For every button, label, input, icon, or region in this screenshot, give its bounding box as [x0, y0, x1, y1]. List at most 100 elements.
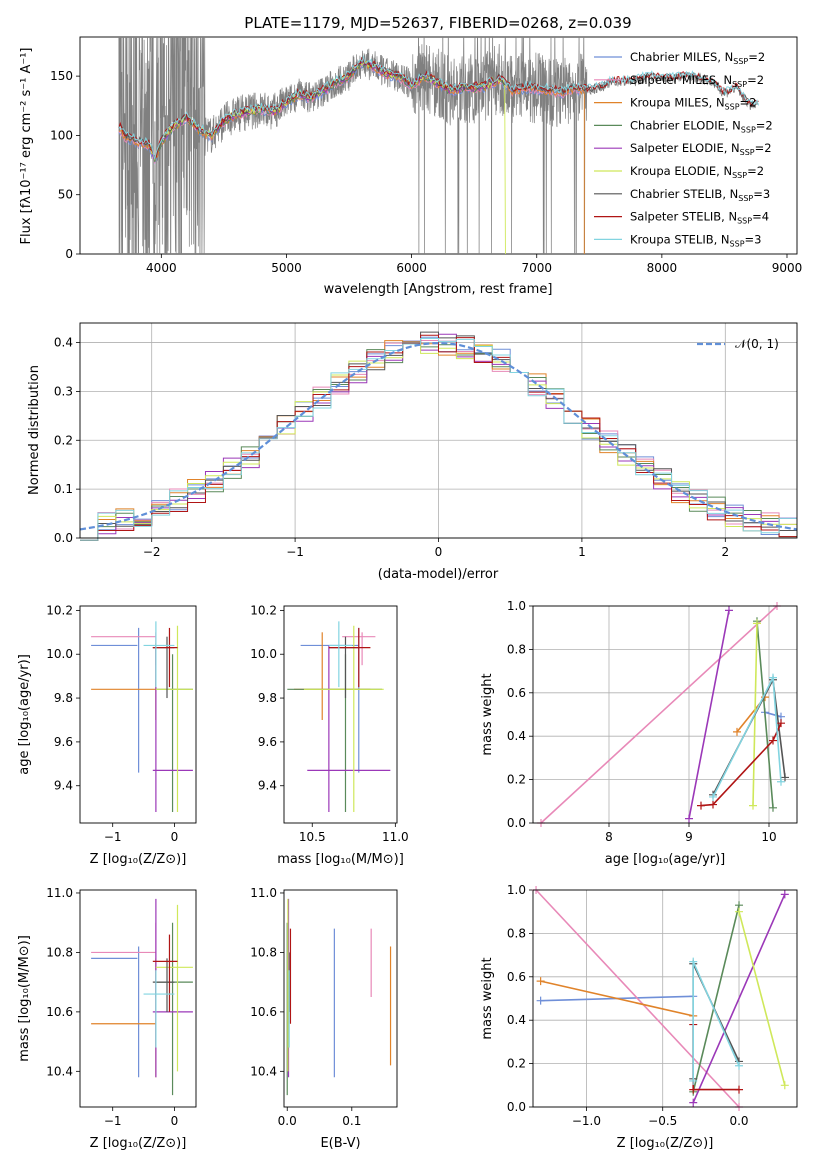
weight-vs-age-panel: 8 9 10 0.0 0.2 0.4 0.6 0.8 1.0 age [log₁₀(age/yr)… [480, 599, 798, 867]
y-axis-label: mass [log₁₀(M/M⊙)] [17, 935, 32, 1062]
y-tick-label: 0.6 [507, 686, 526, 700]
plot-frame [79, 889, 197, 1108]
y-tick-label: 9.4 [258, 779, 277, 793]
weight-line [692, 905, 740, 1092]
gaussian-curve [79, 341, 798, 531]
x-tick-label: 6000 [396, 261, 427, 275]
x-tick-label: 10 [761, 830, 776, 844]
y-axis-label: mass weight [480, 673, 495, 755]
x-tick-label: 0 [171, 830, 179, 844]
weight-marker [769, 736, 777, 745]
y-tick-label: 50 [58, 188, 73, 202]
y-tick-label: 9.4 [54, 779, 73, 793]
residuals-xlabel: (data-model)/error [378, 567, 499, 582]
x-tick-label: 8000 [647, 261, 678, 275]
x-tick-label: 4000 [146, 261, 177, 275]
y-tick-label: 0.4 [507, 729, 526, 743]
weight-marker [780, 1081, 789, 1090]
weight-marker [777, 777, 785, 786]
residuals-ylabel: Normed distribution [27, 365, 42, 495]
y-tick-label: 0.4 [507, 1013, 526, 1027]
y-axis-label: mass weight [480, 957, 495, 1039]
x-tick-label: 9 [685, 830, 693, 844]
weight-marker [780, 890, 789, 899]
weight-marker [536, 996, 545, 1005]
x-tick-label: 9000 [772, 261, 803, 275]
y-tick-label: 0 [65, 247, 73, 261]
x-tick-label: 11.0 [382, 830, 409, 844]
y-tick-label: 0.8 [507, 642, 526, 656]
weight-line [688, 610, 730, 819]
y-tick-label: 10.6 [250, 1005, 277, 1019]
x-axis-label: mass [log₁₀(M/M⊙)] [277, 852, 404, 867]
mass-vs-z-panel: −1 0 10.4 10.6 10.8 11.0 Z [log₁₀(Z/Z⊙)] mass [… [17, 886, 197, 1151]
y-axis-label: age [log₁₀(age/yr)] [17, 654, 32, 775]
weight-line [692, 893, 786, 1104]
x-tick-label: 0 [171, 1114, 179, 1128]
plot-frame [532, 605, 798, 824]
y-tick-label: 0.2 [507, 773, 526, 787]
legend-label: Salpeter STELIB, NSSP=4 [630, 210, 769, 226]
y-tick-label: 10.8 [250, 945, 277, 959]
spectrum-ylabel: Flux [fλ10⁻¹⁷ erg cm⁻² s⁻¹ A⁻¹] [19, 48, 34, 245]
weight-marker [781, 773, 789, 782]
weight-line [540, 605, 778, 824]
y-tick-label: 0.0 [54, 531, 73, 545]
x-tick-label: 0.0 [729, 1114, 748, 1128]
observed-spectrum [118, 37, 757, 254]
y-tick-label: 10.4 [250, 1064, 277, 1078]
legend-label: Kroupa STELIB, NSSP=3 [630, 232, 761, 248]
x-tick-label: −2 [143, 545, 161, 559]
weight-line [764, 711, 782, 718]
weight-marker [735, 1085, 744, 1094]
y-tick-label: 0.8 [507, 926, 526, 940]
x-tick-label: 7000 [521, 261, 552, 275]
x-tick-label: −1 [104, 830, 122, 844]
model-kroupa-stelib [118, 55, 759, 160]
y-tick-label: 0.2 [54, 433, 73, 447]
weight-line [540, 980, 694, 1017]
weight-marker [733, 727, 741, 736]
x-tick-label: −0.5 [648, 1114, 677, 1128]
x-axis-label: E(B-V) [320, 1136, 360, 1151]
weight-marker [689, 1098, 698, 1107]
x-tick-label: 2 [721, 545, 729, 559]
y-tick-label: 9.6 [54, 735, 73, 749]
weight-marker [697, 801, 705, 810]
y-tick-label: 0.2 [507, 1057, 526, 1071]
y-tick-label: 100 [50, 128, 73, 142]
x-tick-label: 8 [605, 830, 613, 844]
legend-label: Chabrier STELIB, NSSP=3 [630, 187, 770, 203]
x-axis-label: age [log₁₀(age/yr)] [605, 852, 726, 867]
y-tick-label: 1.0 [507, 599, 526, 613]
weight-marker [685, 814, 693, 823]
weight-marker [777, 719, 785, 728]
y-tick-label: 10.4 [46, 1064, 73, 1078]
y-tick-label: 0.0 [507, 816, 526, 830]
model-salpeter-stelib [118, 57, 759, 160]
legend-label: Salpeter ELODIE, NSSP=2 [630, 141, 772, 157]
age-vs-z-panel: −1 0 9.4 9.6 9.8 10.0 10.2 Z [log₁₀(Z/Z⊙)] age [… [17, 603, 197, 867]
x-tick-label: 5000 [271, 261, 302, 275]
histogram-salpeter-stelib [80, 334, 797, 541]
x-tick-label: 0 [435, 545, 443, 559]
residuals-panel: −2 −1 0 1 2 0.0 0.1 0.2 0.3 0.4 (data-model)/erro… [27, 322, 798, 582]
gauss-legend-label: 𝒩(0, 1) [735, 337, 779, 351]
spectrum-clip [118, 37, 759, 254]
model-chabrier-stelib [118, 59, 759, 160]
y-tick-label: 150 [50, 69, 73, 83]
legend-label: Chabrier ELODIE, NSSP=2 [630, 118, 773, 134]
plot-frame [79, 605, 197, 824]
y-tick-label: 10.6 [46, 1005, 73, 1019]
spectrum-panel: PLATE=1179, MJD=52637, FIBERID=0268, z=0… [19, 14, 803, 297]
y-tick-label: 10.8 [46, 945, 73, 959]
legend-label: Kroupa ELODIE, NSSP=2 [630, 164, 764, 180]
histogram-kroupa-stelib [80, 337, 797, 541]
legend-label: Kroupa MILES, NSSP=2 [630, 96, 756, 112]
x-tick-label: −1 [286, 545, 304, 559]
weight-marker [735, 907, 744, 916]
y-tick-label: 9.8 [258, 691, 277, 705]
weight-marker [769, 803, 777, 812]
spectrum-xlabel: wavelength [Angstrom, rest frame] [324, 282, 553, 297]
